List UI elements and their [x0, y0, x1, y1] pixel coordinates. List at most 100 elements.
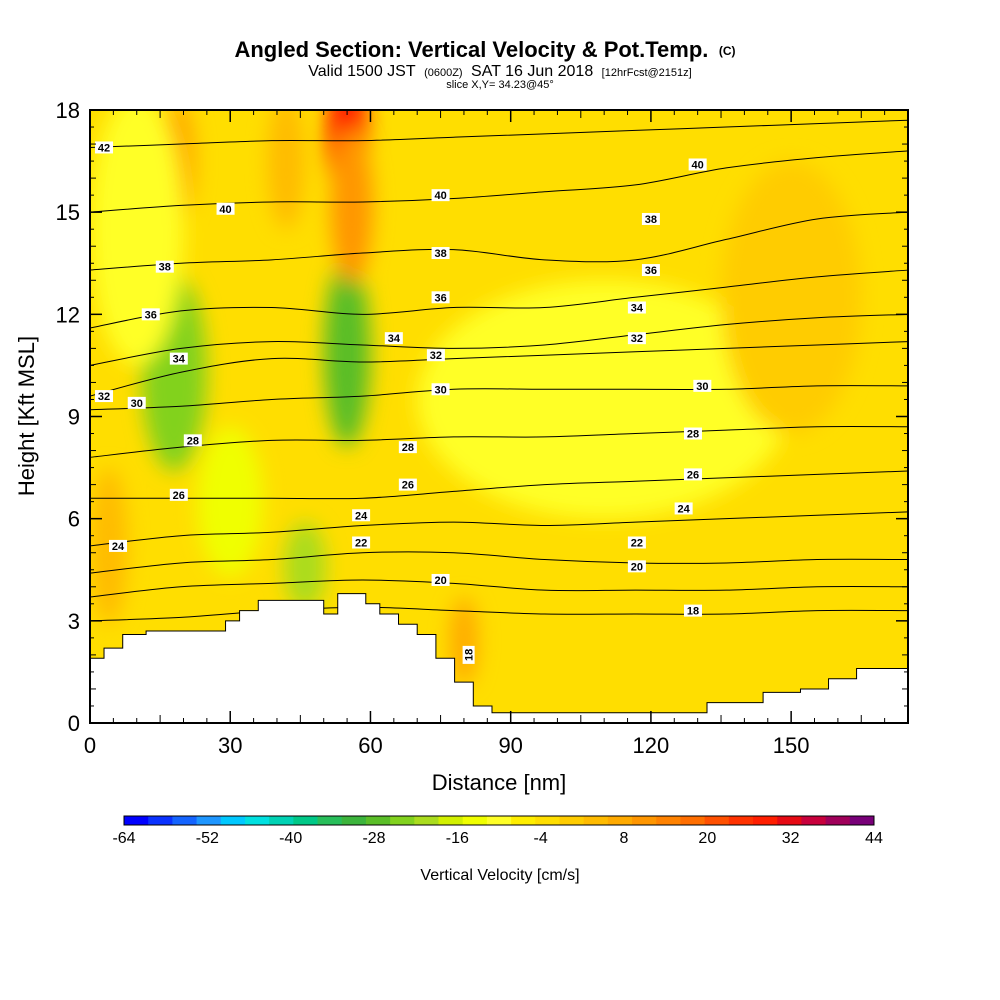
colorbar-swatch [632, 816, 657, 825]
velocity-blob [90, 467, 128, 625]
contour-label: 34 [627, 301, 646, 315]
y-tick-label: 0 [68, 711, 80, 736]
y-tick-label: 6 [68, 507, 80, 532]
colorbar-swatch [317, 816, 343, 825]
contour-label: 26 [683, 468, 702, 481]
contour-label-box [95, 141, 114, 154]
contour-label-box [169, 488, 188, 501]
theta-contour [90, 551, 908, 574]
theta-contour [90, 313, 908, 366]
contour-label-text: 26 [687, 469, 699, 481]
colorbar-swatch [753, 816, 778, 825]
contour-label: 42 [95, 141, 114, 154]
contour-label: 30 [431, 383, 450, 396]
contour-label: 28 [683, 427, 702, 441]
contour-label: 30 [127, 396, 146, 410]
theta-contour [90, 470, 908, 500]
contour-label: 32 [95, 390, 114, 403]
colorbar-swatch [704, 816, 730, 825]
colorbar-swatch [462, 816, 488, 825]
contour-label: 36 [141, 308, 160, 321]
y-tick-label: 18 [56, 98, 80, 123]
contour-label-box [169, 352, 188, 365]
plot-area: 42 40 40 40 38 38 38 36 36 36 34 34 34 32 32 32 30 30 30 28… [90, 110, 908, 723]
contour-label-box [141, 308, 160, 321]
contour-label-box [462, 645, 475, 664]
colorbar-swatch [148, 816, 173, 825]
colorbar-title: Vertical Velocity [cm/s] [420, 867, 579, 884]
colorbar-tick-label: 8 [620, 830, 629, 847]
contour-label-text: 26 [173, 490, 185, 502]
contour-label-box [627, 560, 646, 573]
theta-contour [90, 341, 908, 397]
contour-label: 40 [216, 202, 235, 216]
x-tick-label: 150 [773, 733, 810, 758]
contour-label: 32 [426, 349, 445, 362]
y-tick-label: 12 [56, 302, 80, 327]
contour-label-text: 34 [388, 333, 401, 345]
contour-label-text: 32 [430, 350, 442, 362]
contour-label: 24 [674, 502, 693, 515]
contour-label-text: 34 [631, 303, 644, 315]
colorbar-tick-label: -40 [279, 830, 302, 847]
contour-label-text: 32 [631, 333, 643, 345]
colorbar-tick-label: -64 [112, 830, 135, 847]
contour-label-text: 34 [173, 354, 186, 366]
x-axis: 0 30 60 90 120 150 [84, 110, 886, 758]
colorbar-swatch [559, 816, 585, 825]
colorbar-frame [123, 815, 875, 826]
colorbar-swatch [728, 816, 754, 825]
contour-label-box [352, 536, 371, 549]
contour-label-text: 28 [187, 435, 199, 447]
contour-label-text: 28 [402, 442, 414, 454]
contour-label-box [431, 291, 450, 304]
x-tick-label: 0 [84, 733, 96, 758]
theta-contour [90, 385, 908, 411]
colorbar-swatch [511, 816, 536, 825]
colorbar-tick-label: 44 [865, 830, 883, 847]
contour-label-text: 36 [434, 292, 446, 304]
contour-label-box [627, 301, 646, 314]
velocity-blob [90, 110, 184, 366]
contour-label-box [426, 349, 445, 362]
theta-contour [90, 119, 908, 148]
contour-label-box [693, 379, 712, 392]
contour-label-box [183, 434, 202, 447]
contour-label-text: 22 [631, 538, 643, 550]
contour-label-text: 20 [631, 561, 643, 573]
colorbar-swatch [535, 816, 560, 825]
contour-label-text: 22 [355, 538, 367, 550]
contour-label-text: 40 [219, 204, 231, 216]
x-tick-label: 60 [358, 733, 382, 758]
theta-contour [90, 579, 908, 598]
terrain-mask [90, 593, 908, 723]
theta-contour [90, 211, 908, 271]
contour-label-text: 24 [678, 503, 691, 515]
contour-label-box [384, 332, 403, 345]
theta-contour [90, 269, 908, 329]
contour-label-box [674, 502, 693, 515]
velocity-blob [721, 161, 862, 434]
contour-label-text: 38 [645, 214, 657, 226]
contour-label: 28 [398, 441, 417, 454]
colorbar-swatch [390, 816, 415, 825]
velocity-blob [323, 256, 371, 448]
contour-label-box [688, 158, 707, 171]
contour-label-box [627, 332, 646, 345]
slice-note: slice X,Y= 34.23@45° [446, 79, 554, 91]
contour-label-text: 18 [687, 606, 699, 618]
contour-label-box [216, 202, 235, 215]
contour-label: 24 [352, 509, 371, 522]
contour-label: 26 [169, 488, 188, 502]
colorbar-tick-label: -28 [362, 830, 385, 847]
contour-label: 20 [431, 573, 450, 587]
theta-contours [90, 119, 908, 622]
theta-contour [90, 606, 908, 622]
contour-label: 34 [384, 332, 403, 345]
velocity-field [90, 110, 862, 686]
contour-label-box [398, 441, 417, 454]
colorbar-swatch [849, 816, 875, 825]
contour-label-text: 36 [145, 309, 157, 321]
colorbar-swatch [438, 816, 464, 825]
